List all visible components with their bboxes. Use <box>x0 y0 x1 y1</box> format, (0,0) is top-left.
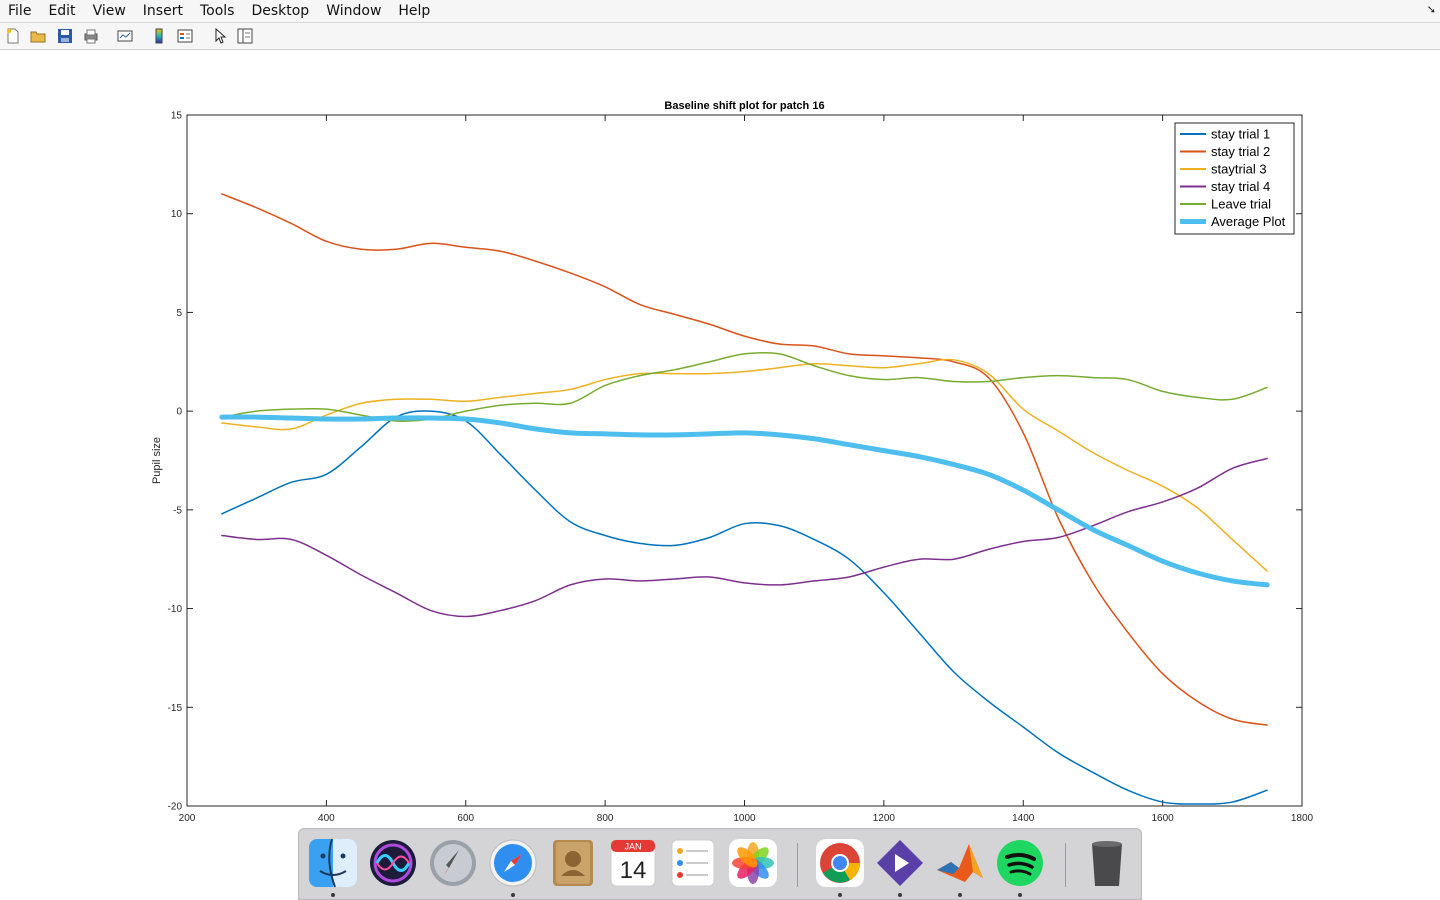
menu-edit[interactable]: Edit <box>48 3 76 19</box>
figure-toolbar <box>0 23 1440 50</box>
launchpad-icon <box>430 840 476 886</box>
y-tick-label: -20 <box>168 802 183 813</box>
running-indicator <box>898 893 902 897</box>
play-icon <box>877 840 923 886</box>
dock-app-finder[interactable] <box>307 837 359 897</box>
dock-separator <box>1065 843 1066 887</box>
dock-app-spotify[interactable] <box>994 837 1046 897</box>
x-tick-label: 1200 <box>873 813 896 824</box>
running-indicator <box>838 893 842 897</box>
y-tick-label: 10 <box>171 209 183 220</box>
series-line-staytrial-3[interactable] <box>221 358 1268 572</box>
save-icon[interactable] <box>56 27 74 45</box>
x-tick-label: 1400 <box>1012 813 1035 824</box>
dock-app-launchpad[interactable] <box>427 837 479 889</box>
y-tick-label: 5 <box>176 308 182 319</box>
series-line-stay-trial-4[interactable] <box>221 457 1268 618</box>
legend-entry-label: Average Plot <box>1211 214 1286 229</box>
y-tick-label: 0 <box>176 407 182 418</box>
menu-help[interactable]: Help <box>398 3 431 19</box>
dock-app-calendar[interactable]: JAN 14 <box>607 837 659 889</box>
legend-entry-label: Leave trial <box>1211 197 1271 212</box>
calendar-day: 14 <box>620 857 647 884</box>
series-lines[interactable] <box>219 193 1270 805</box>
dock-app-reminders[interactable] <box>667 837 719 889</box>
edit-plot-pointer-icon[interactable] <box>211 27 229 45</box>
x-tick-label: 600 <box>457 813 474 824</box>
legend-entry-label: stay trial 1 <box>1211 127 1270 142</box>
running-indicator <box>1018 893 1022 897</box>
legend-entry-label: staytrial 3 <box>1211 162 1267 177</box>
insert-legend-icon[interactable] <box>176 27 194 45</box>
plot-title: Baseline shift plot for patch 16 <box>664 100 824 112</box>
chrome-icon <box>816 839 864 887</box>
spotify-icon <box>997 840 1043 886</box>
axes-box <box>186 114 1303 807</box>
series-line-average-plot[interactable] <box>219 414 1270 588</box>
menu-view[interactable]: View <box>92 3 126 19</box>
trash-icon <box>1092 841 1122 886</box>
running-indicator <box>511 893 515 897</box>
y-axis-label: Pupil size <box>151 437 163 484</box>
dock-app-contacts[interactable] <box>547 837 599 889</box>
dock-app-prime-video[interactable] <box>874 837 926 897</box>
finder-icon <box>309 838 357 888</box>
y-tick-label: 15 <box>171 111 183 122</box>
matlab-icon <box>937 844 983 882</box>
property-inspector-icon[interactable] <box>236 27 254 45</box>
print-icon[interactable] <box>82 27 100 45</box>
menu-tools[interactable]: Tools <box>199 3 235 19</box>
insert-colorbar-icon[interactable] <box>150 27 168 45</box>
x-tick-label: 200 <box>179 813 196 824</box>
siri-icon <box>370 840 416 886</box>
calendar-icon: JAN 14 <box>610 839 656 887</box>
x-tick-label: 1800 <box>1291 813 1314 824</box>
dock-app-trash[interactable] <box>1081 837 1133 889</box>
link-plot-icon[interactable] <box>116 27 134 45</box>
menu-desktop[interactable]: Desktop <box>251 3 310 19</box>
calendar-month: JAN <box>624 842 641 852</box>
dock-separator <box>797 843 798 887</box>
legend[interactable]: stay trial 1 stay trial 2 staytrial 3 stay … <box>1174 122 1295 235</box>
x-tick-label: 400 <box>318 813 335 824</box>
dock-app-matlab[interactable] <box>934 837 986 897</box>
plot-svg: Baseline shift plot for patch 16 Pupil s… <box>151 100 1314 824</box>
dock-app-chrome[interactable] <box>814 837 866 897</box>
photos-icon <box>729 839 777 887</box>
x-tick-label: 1000 <box>733 813 756 824</box>
x-tick-label: 800 <box>597 813 614 824</box>
dock-app-siri[interactable] <box>367 837 419 889</box>
open-file-icon[interactable] <box>29 27 47 45</box>
menu-window[interactable]: Window <box>326 3 382 19</box>
contacts-icon <box>553 840 593 886</box>
y-tick-label: -5 <box>173 505 182 516</box>
menu-insert[interactable]: Insert <box>142 3 183 19</box>
legend-box <box>1174 122 1295 235</box>
safari-icon <box>489 839 537 887</box>
dock: JAN 14 <box>298 828 1142 900</box>
menu-file[interactable]: File <box>8 3 32 19</box>
new-figure-icon[interactable] <box>4 27 22 45</box>
y-tick-label: -15 <box>168 703 183 714</box>
series-line-stay-trial-2[interactable] <box>221 193 1268 726</box>
figure-canvas: Baseline shift plot for patch 16 Pupil s… <box>0 50 1440 900</box>
running-indicator <box>331 893 335 897</box>
x-tick-label: 1600 <box>1152 813 1175 824</box>
menu-bar: File Edit View Insert Tools Desktop Wind… <box>0 0 1440 23</box>
dock-app-photos[interactable] <box>727 837 779 889</box>
reminders-icon <box>671 839 715 887</box>
series-line-leave-trial[interactable] <box>221 351 1268 422</box>
legend-entry-label: stay trial 2 <box>1211 144 1270 159</box>
dock-app-safari[interactable] <box>487 837 539 897</box>
axes-background <box>187 115 1302 806</box>
dock-arrow-icon[interactable]: ➘ <box>1426 3 1436 16</box>
y-tick-label: -10 <box>168 604 183 615</box>
legend-entry-label: stay trial 4 <box>1211 179 1270 194</box>
running-indicator <box>958 893 962 897</box>
